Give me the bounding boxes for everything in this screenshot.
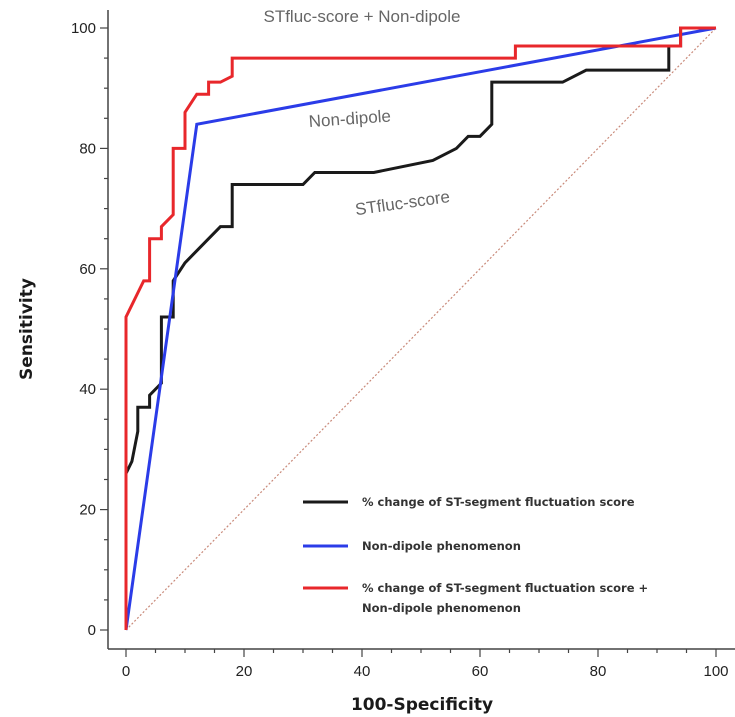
x-tick-label: 40 bbox=[354, 663, 371, 680]
legend-label: % change of ST-segment fluctuation score bbox=[362, 495, 635, 509]
x-axis-title: 100-Specificity bbox=[351, 695, 493, 715]
annotations: STfluc-score + Non-dipole Non-dipole STflu… bbox=[263, 7, 460, 219]
curve-annotation: STfluc-score + Non-dipole bbox=[263, 7, 460, 26]
combined-series-line bbox=[124, 26, 716, 630]
series-layer bbox=[124, 26, 717, 631]
y-tick-label: 0 bbox=[88, 622, 96, 639]
curve-annotation: STfluc-score bbox=[354, 187, 451, 219]
y-axis-ticks: 0 20 40 60 80 100 bbox=[71, 20, 108, 639]
y-tick-label: 80 bbox=[79, 140, 96, 157]
y-tick-label: 100 bbox=[71, 20, 96, 37]
x-axis-ticks: 0 20 40 60 80 100 bbox=[122, 649, 729, 680]
curve-annotation: Non-dipole bbox=[308, 106, 391, 131]
x-tick-label: 80 bbox=[590, 663, 607, 680]
x-tick-label: 100 bbox=[703, 663, 728, 680]
x-tick-label: 20 bbox=[236, 663, 253, 680]
legend: % change of ST-segment fluctuation score… bbox=[303, 495, 648, 615]
axes: 0 20 40 60 80 100 0 20 40 60 80 100 bbox=[71, 10, 735, 680]
non-dipole-series-line bbox=[124, 26, 717, 631]
stfluc-score-series-line bbox=[124, 26, 716, 630]
y-axis-title: Sensitivity bbox=[17, 278, 37, 380]
legend-label: Non-dipole phenomenon bbox=[362, 601, 521, 615]
y-tick-label: 60 bbox=[79, 261, 96, 278]
x-tick-label: 0 bbox=[122, 663, 130, 680]
y-tick-label: 40 bbox=[79, 381, 96, 398]
y-tick-label: 20 bbox=[79, 502, 96, 519]
x-tick-label: 60 bbox=[472, 663, 489, 680]
legend-label: % change of ST-segment fluctuation score… bbox=[362, 581, 648, 595]
legend-label: Non-dipole phenomenon bbox=[362, 539, 521, 553]
reference-diagonal-line bbox=[125, 27, 717, 631]
